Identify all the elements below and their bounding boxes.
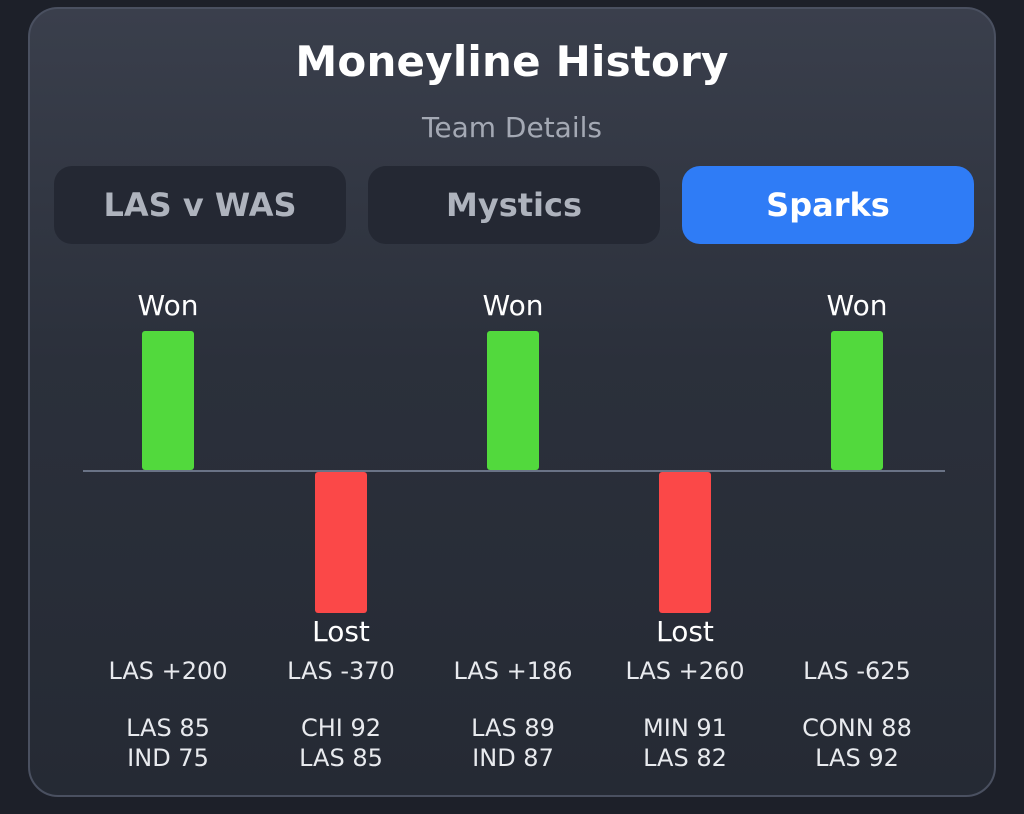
result-bar bbox=[487, 331, 539, 470]
score-line-1: CONN 88 bbox=[802, 714, 912, 742]
card-title: Moneyline History bbox=[295, 37, 729, 86]
tab-las-v-was[interactable]: LAS v WAS bbox=[54, 166, 346, 244]
score-line-1: LAS 89 bbox=[471, 714, 555, 742]
moneyline-label: LAS +260 bbox=[625, 657, 745, 685]
score-line-2: LAS 92 bbox=[815, 744, 899, 772]
moneyline-label: LAS +200 bbox=[108, 657, 228, 685]
moneyline-history-card: Moneyline History Team Details LAS v WAS… bbox=[28, 7, 996, 797]
score-line-1: CHI 92 bbox=[300, 714, 382, 742]
moneyline-label: LAS -370 bbox=[287, 657, 395, 685]
result-bar bbox=[315, 472, 367, 613]
score-line-2: IND 75 bbox=[127, 744, 209, 772]
result-bar bbox=[659, 472, 711, 613]
score-line-1: MIN 91 bbox=[643, 714, 727, 742]
result-label: Won bbox=[137, 289, 199, 322]
result-label: Lost bbox=[312, 615, 370, 648]
tab-mystics[interactable]: Mystics bbox=[368, 166, 660, 244]
results-baseline bbox=[83, 470, 945, 472]
tab-sparks[interactable]: Sparks bbox=[682, 166, 974, 244]
moneyline-label: LAS +186 bbox=[453, 657, 573, 685]
results-plot: Won LAS +200 LAS 85 IND 75 Lost LAS -370 CHI 9… bbox=[30, 9, 998, 799]
score-line-2: LAS 85 bbox=[299, 744, 383, 772]
result-bar bbox=[142, 331, 194, 470]
score-line-2: IND 87 bbox=[472, 744, 554, 772]
result-label: Lost bbox=[656, 615, 714, 648]
card-subtitle: Team Details bbox=[422, 111, 602, 144]
moneyline-label: LAS -625 bbox=[803, 657, 911, 685]
result-bar bbox=[831, 331, 883, 470]
score-line-2: LAS 82 bbox=[643, 744, 727, 772]
result-label: Won bbox=[482, 289, 544, 322]
team-tabs: LAS v WAS Mystics Sparks bbox=[54, 166, 974, 244]
result-label: Won bbox=[826, 289, 888, 322]
score-line-1: LAS 85 bbox=[126, 714, 210, 742]
